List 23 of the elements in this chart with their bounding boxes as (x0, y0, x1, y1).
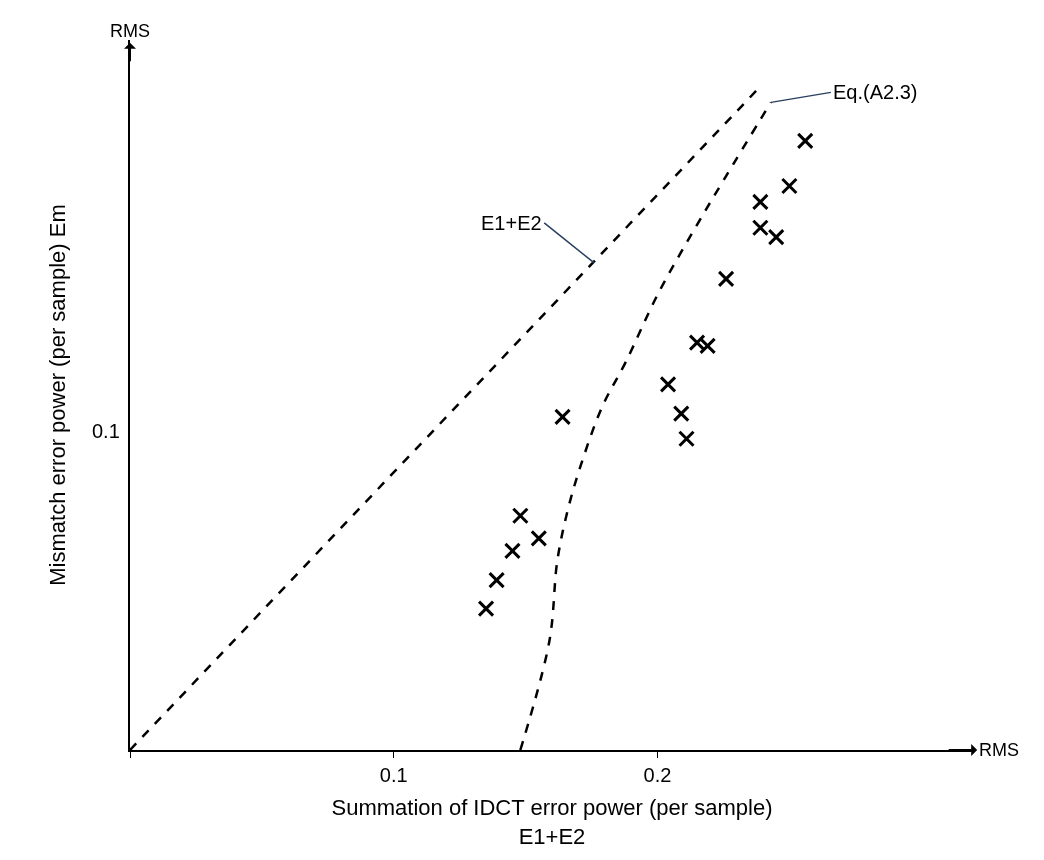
point (717, 270, 735, 288)
point (780, 177, 798, 195)
y-axis-title: Mismatch error power (per sample) Em (45, 204, 71, 586)
point (511, 507, 529, 525)
x-tick-label: 0.2 (643, 764, 672, 786)
point (659, 375, 677, 393)
annotation: Eq.(A2.3) (833, 81, 918, 103)
point (751, 193, 769, 211)
point (678, 430, 696, 448)
text: RMS (110, 21, 150, 41)
point (672, 405, 690, 423)
point (767, 228, 785, 246)
point (796, 132, 814, 150)
point (751, 219, 769, 237)
x-axis-title: Summation of IDCT error power (per sample) E1+E2 (331, 795, 773, 849)
text: 0.1 (92, 420, 120, 442)
point (554, 408, 572, 426)
point (488, 571, 506, 589)
point (503, 542, 521, 560)
annotation: E1+E2 (481, 212, 542, 234)
point (477, 600, 495, 618)
point (530, 529, 548, 547)
text: RMS (979, 740, 1019, 760)
